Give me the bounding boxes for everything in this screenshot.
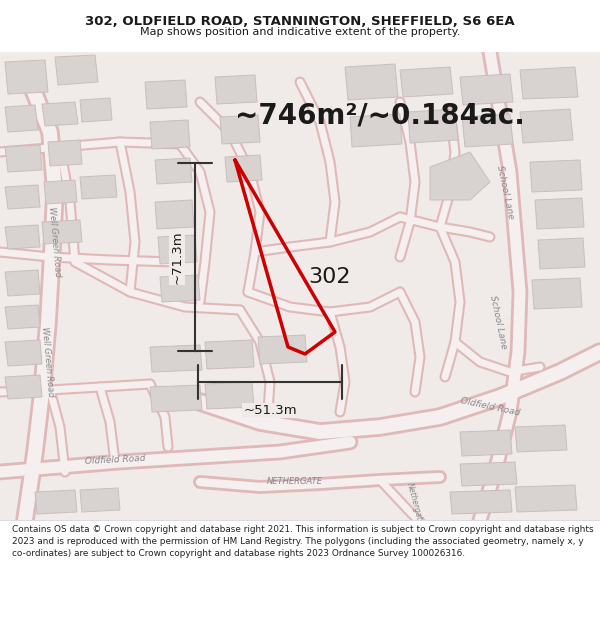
Text: Oldfield Road: Oldfield Road [85,454,146,466]
Text: Map shows position and indicative extent of the property.: Map shows position and indicative extent… [140,28,460,38]
Polygon shape [258,335,307,364]
Polygon shape [400,67,453,97]
Text: NETHERGATE: NETHERGATE [267,478,323,486]
Text: School Lane: School Lane [488,294,508,349]
Polygon shape [80,488,120,512]
Text: School Lane: School Lane [495,164,515,219]
Polygon shape [35,490,77,514]
Polygon shape [44,180,77,204]
Polygon shape [225,155,262,182]
Polygon shape [350,114,402,147]
Polygon shape [48,140,82,166]
Polygon shape [150,385,202,412]
Polygon shape [215,75,257,104]
Polygon shape [515,425,567,452]
Polygon shape [460,74,513,105]
Polygon shape [42,102,78,126]
Polygon shape [520,67,578,99]
Text: ~71.3m: ~71.3m [170,230,184,284]
Polygon shape [150,120,190,149]
Polygon shape [520,109,573,143]
Polygon shape [5,185,40,209]
Text: Well Green Road: Well Green Road [47,206,62,278]
Polygon shape [460,430,512,456]
Polygon shape [160,275,200,302]
Text: Well Green Road: Well Green Road [40,326,56,398]
Polygon shape [150,345,202,372]
Text: 302: 302 [309,267,351,287]
Polygon shape [205,382,254,409]
Polygon shape [5,60,48,94]
Polygon shape [430,152,490,200]
Polygon shape [408,109,458,143]
Polygon shape [220,115,260,144]
Polygon shape [155,200,194,229]
Polygon shape [345,64,398,100]
Text: ~51.3m: ~51.3m [243,404,297,417]
Text: 302, OLDFIELD ROAD, STANNINGTON, SHEFFIELD, S6 6EA: 302, OLDFIELD ROAD, STANNINGTON, SHEFFIE… [85,14,515,28]
Polygon shape [5,225,40,249]
Polygon shape [515,485,577,512]
Polygon shape [42,220,82,244]
Text: ~746m²/~0.184ac.: ~746m²/~0.184ac. [235,102,525,130]
Polygon shape [155,158,192,184]
Text: Nethergate: Nethergate [405,482,425,526]
Polygon shape [5,145,42,172]
Polygon shape [530,160,582,192]
Polygon shape [145,80,187,109]
Polygon shape [460,462,517,486]
Polygon shape [538,238,585,269]
Polygon shape [5,375,42,399]
Polygon shape [80,98,112,122]
Polygon shape [5,340,42,366]
Polygon shape [532,278,582,309]
Text: Oldfield Road: Oldfield Road [460,396,521,418]
Polygon shape [158,235,197,264]
Polygon shape [55,55,98,85]
Polygon shape [5,105,38,132]
Polygon shape [5,305,40,329]
Polygon shape [535,198,584,229]
Polygon shape [205,340,254,369]
Polygon shape [462,114,513,147]
Polygon shape [450,490,512,514]
Text: Contains OS data © Crown copyright and database right 2021. This information is : Contains OS data © Crown copyright and d… [12,525,593,558]
Polygon shape [5,270,40,296]
Polygon shape [80,175,117,199]
